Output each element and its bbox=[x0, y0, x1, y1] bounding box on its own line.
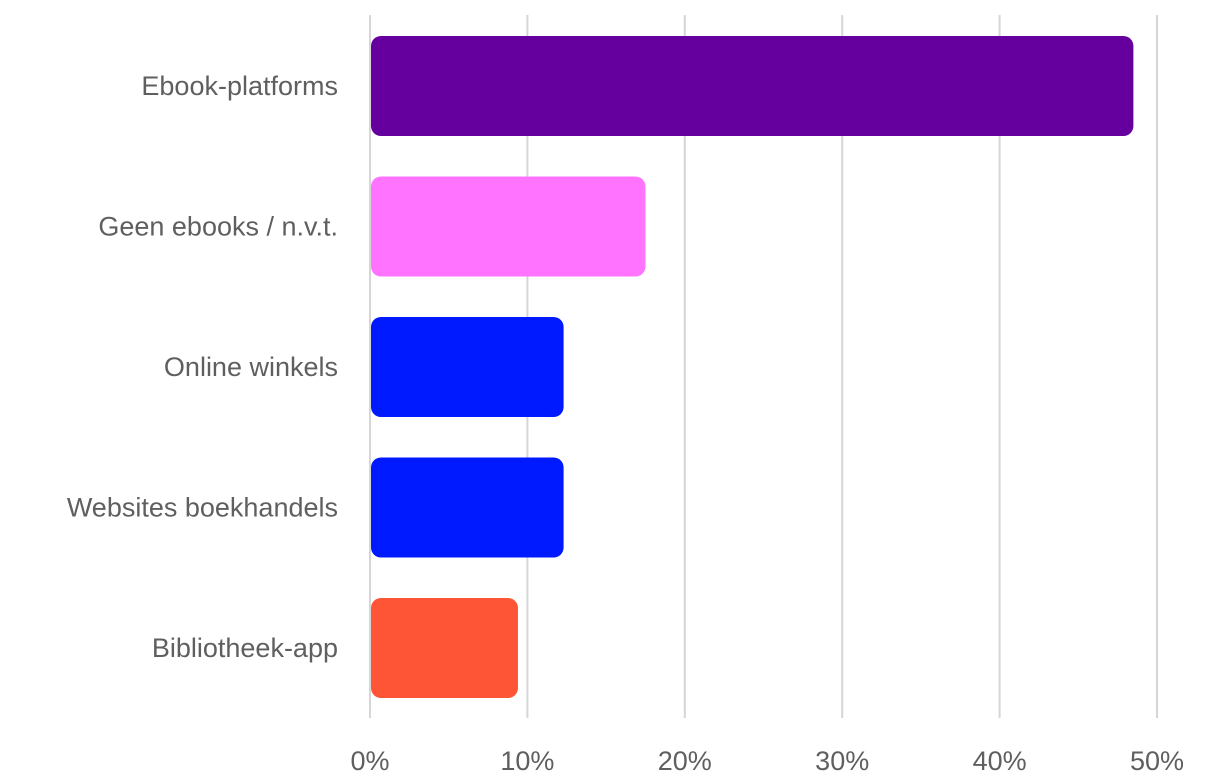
x-tick-label: 40% bbox=[973, 746, 1027, 773]
bar-bibliotheek-app bbox=[371, 598, 518, 698]
x-tick-label: 0% bbox=[350, 746, 389, 773]
category-label: Ebook-platforms bbox=[141, 71, 338, 101]
category-label: Online winkels bbox=[164, 352, 338, 382]
bar-geen-ebooks-n-v-t bbox=[371, 176, 646, 277]
category-label: Websites boekhandels bbox=[67, 493, 338, 523]
x-axis-ticks: 0% 10% 20% 30% 40% 50% bbox=[350, 746, 1184, 773]
x-tick-label: 10% bbox=[500, 746, 554, 773]
category-label: Bibliotheek-app bbox=[152, 633, 338, 663]
x-tick-label: 50% bbox=[1130, 746, 1184, 773]
category-labels: Ebook-platforms Geen ebooks / n.v.t. Onlin… bbox=[67, 71, 338, 663]
category-label: Geen ebooks / n.v.t. bbox=[98, 212, 338, 242]
bars bbox=[371, 36, 1134, 698]
bar-ebook-platforms bbox=[371, 36, 1134, 136]
x-tick-label: 20% bbox=[658, 746, 712, 773]
bar-websites-boekhandels bbox=[371, 457, 564, 558]
bar-online-winkels bbox=[371, 317, 564, 417]
x-tick-label: 30% bbox=[815, 746, 869, 773]
